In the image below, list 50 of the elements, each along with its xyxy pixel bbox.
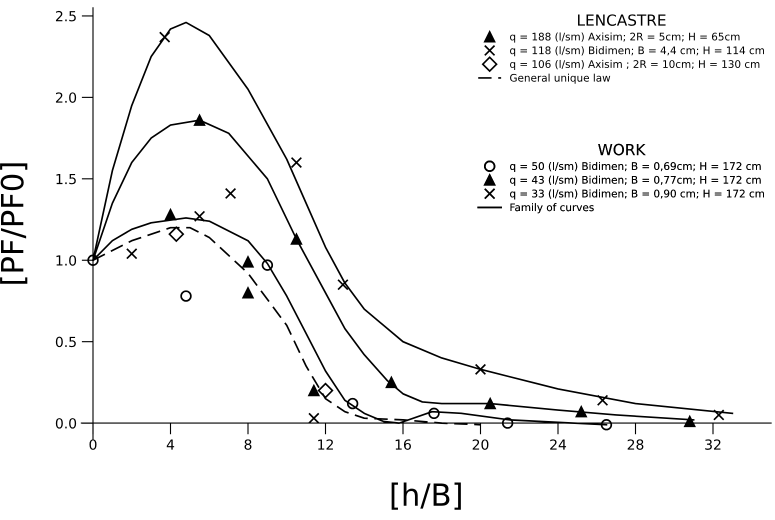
y-tick-label: 2.5: [56, 10, 76, 22]
y-tick-label: 1.5: [56, 174, 76, 184]
x-tick-label: 0: [89, 439, 96, 450]
y-tick-label: 1.0: [56, 255, 76, 266]
legend-label: General unique law: [510, 74, 610, 84]
x-axis-title: [h/B]: [392, 482, 461, 510]
y-axis-title: [PF/PF0]: [0, 163, 28, 284]
y-tick-label: 0.5: [56, 336, 76, 348]
legend-label: q = 188 (l/sm) Axisim; 2R = 5cm; H = 65cm: [510, 32, 740, 43]
annotation: WORK: [598, 144, 646, 156]
x-tick-label: 24: [550, 439, 566, 450]
point: [308, 384, 320, 396]
point: [180, 290, 192, 302]
x-tick-label: 12: [318, 439, 333, 450]
point: [596, 394, 608, 406]
x-tick-label: 32: [705, 439, 720, 450]
point: [242, 287, 254, 299]
x-tick-label: 4: [166, 440, 174, 450]
legend-label: q = 118 (l/sm) Bidimen; B = 4,4 cm; H = 114 cm: [510, 46, 764, 56]
x-tick-label: 8: [244, 439, 252, 450]
point: [242, 256, 254, 268]
point: [576, 406, 587, 418]
legend-label: q = 33 (l/sm) Bidimen; B = 0,90 cm; H = 172 cm: [510, 189, 764, 200]
point: [290, 156, 302, 168]
x-tick-label: 28: [628, 439, 644, 450]
point: [262, 259, 274, 271]
y-tick-label: 2.0: [56, 92, 76, 103]
x-tick-label: 16: [396, 439, 411, 450]
point: [158, 31, 170, 43]
point: [87, 254, 99, 266]
point: [337, 278, 349, 290]
point: [600, 419, 612, 430]
point: [224, 188, 236, 200]
legend-label: Family of curves: [510, 203, 594, 214]
point: [484, 398, 496, 410]
point: [126, 248, 138, 260]
legend-title: LENCASTRE: [578, 14, 666, 26]
legend-label: q = 50 (l/sm) Bidimen; B = 0,69cm; H = 172 cm: [510, 162, 761, 172]
legend-label: q = 106 (l/sm) Axisim ; 2R = 10cm; H = 130 cm: [510, 60, 760, 70]
point: [194, 210, 206, 222]
point: [168, 226, 184, 242]
point: [308, 412, 320, 424]
legend-label: q = 43 (l/sm) Bidimen; B = 0,77cm; H = 172 cm: [510, 176, 761, 186]
point: [502, 417, 514, 429]
point: [346, 398, 358, 410]
point: [318, 382, 334, 398]
y-tick-label: 0.0: [56, 418, 76, 429]
point: [428, 408, 440, 420]
x-tick-label: 20: [472, 439, 488, 450]
point: [474, 364, 486, 376]
